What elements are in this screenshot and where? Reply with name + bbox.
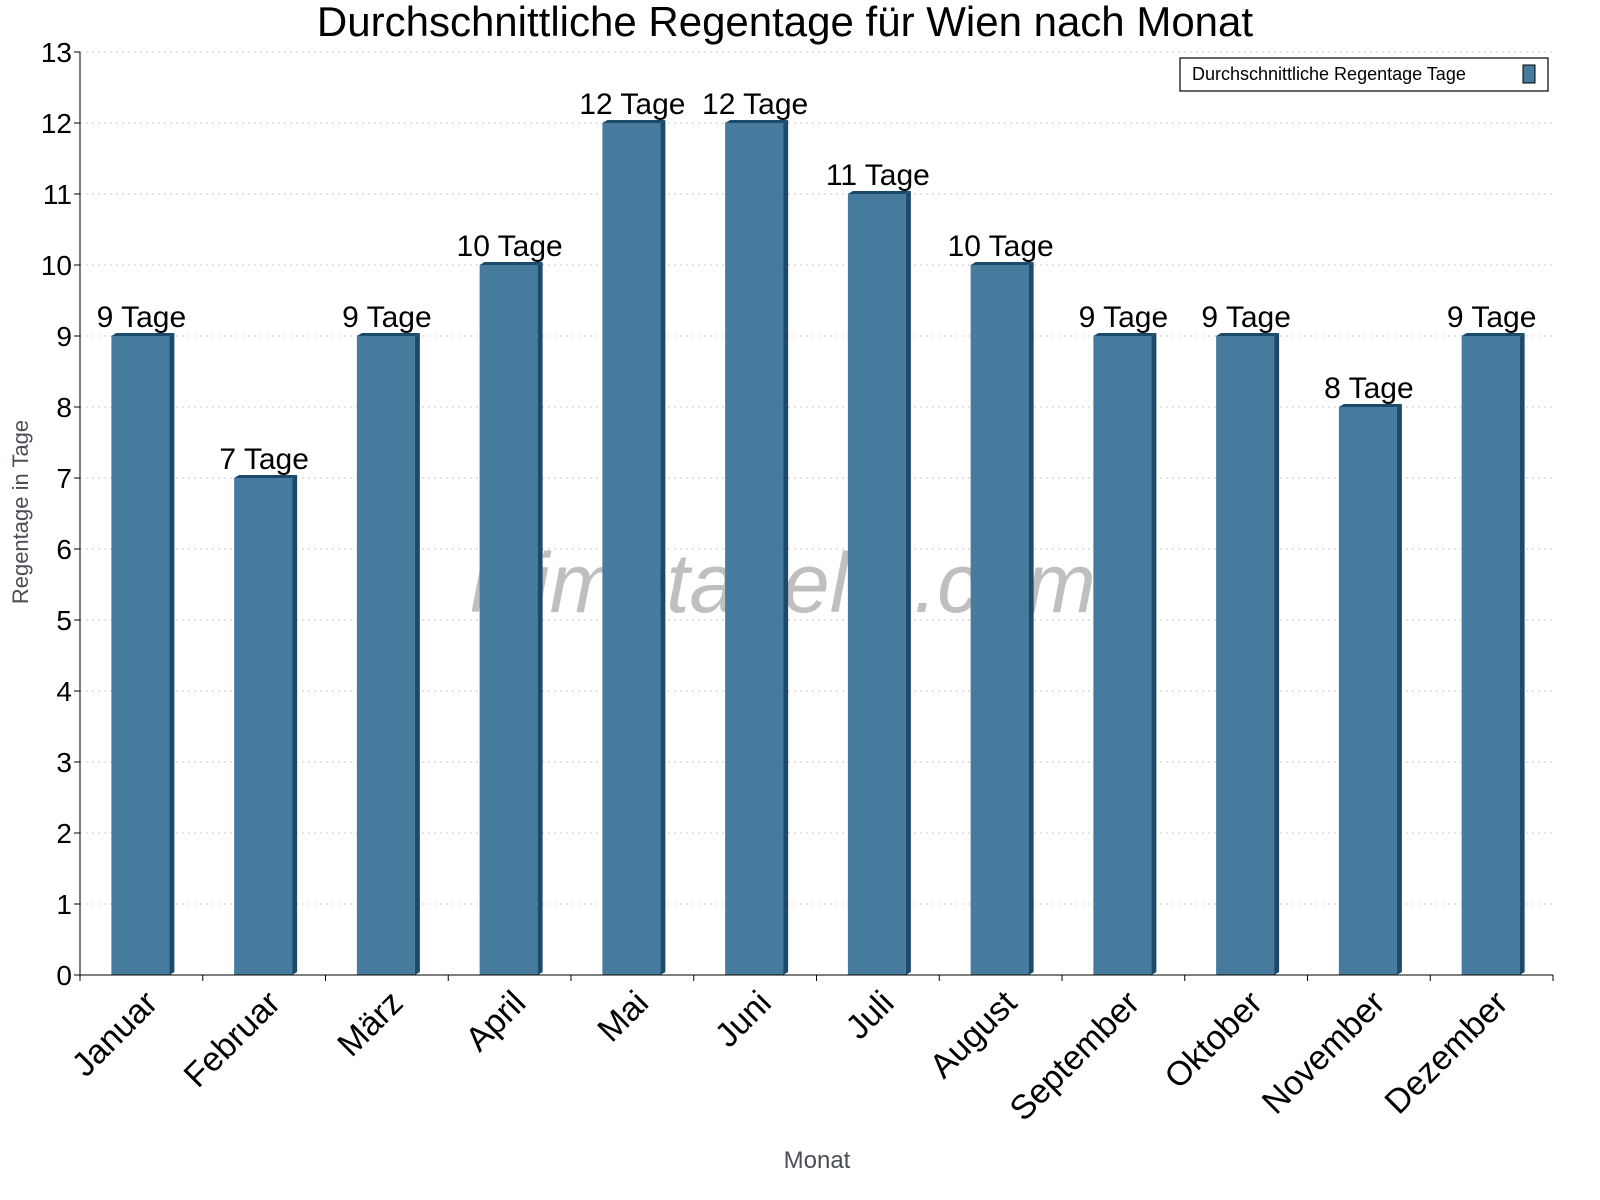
y-tick-label: 10 (41, 250, 72, 281)
bars: 9 Tage 7 Tage 9 Tage 10 Tage 12 Tage 12 Tage 1… (97, 88, 1537, 975)
data-label: 10 Tage (457, 230, 563, 263)
bar (725, 123, 784, 975)
bar-group: 11 Tage (826, 159, 930, 975)
bar-group: 10 Tage (457, 230, 563, 975)
legend-box (1179, 57, 1549, 92)
bar-top (847, 191, 911, 194)
bar (602, 123, 661, 975)
y-axis-label: Regentage in Tage (8, 420, 33, 604)
legend: Durchschnittliche Regentage Tage (1179, 57, 1549, 92)
y-tick-label: 11 (43, 179, 72, 210)
bar-group: 8 Tage (1324, 372, 1414, 975)
data-label: 9 Tage (97, 301, 187, 334)
data-label: 9 Tage (1447, 301, 1537, 334)
y-tick-label: 2 (56, 818, 72, 849)
bar (234, 478, 293, 975)
bar-group: 10 Tage (948, 230, 1054, 975)
bar-top (602, 120, 666, 123)
x-tick-label: Juli (839, 984, 902, 1047)
bar-side (169, 333, 175, 975)
bar-group: 9 Tage (342, 301, 432, 975)
bar-top (725, 120, 789, 123)
bar (479, 265, 538, 975)
x-tick-label: Mai (590, 984, 656, 1050)
data-label: 8 Tage (1324, 372, 1414, 405)
bar-side (1274, 333, 1280, 975)
data-label: 10 Tage (948, 230, 1054, 263)
x-tick-label: März (330, 984, 410, 1064)
bar-top (356, 333, 420, 336)
x-tick-label: August (923, 983, 1025, 1085)
bar (1338, 407, 1397, 975)
legend-label: Durchschnittliche Regentage Tage (1192, 64, 1466, 84)
bar-side (414, 333, 420, 975)
bar (970, 265, 1029, 975)
bar-top (479, 262, 543, 265)
x-tick-label: Juni (708, 984, 779, 1055)
bar-top (234, 475, 298, 478)
bar-group: 12 Tage (579, 88, 685, 975)
bar (1216, 336, 1275, 975)
y-tick-label: 8 (56, 392, 72, 423)
bar-side (1151, 333, 1157, 975)
bar-top (111, 333, 175, 336)
bar (1093, 336, 1152, 975)
bar-top (1216, 333, 1280, 336)
bar-group: 9 Tage (1447, 301, 1537, 975)
y-tick-label: 4 (56, 676, 72, 707)
x-tick-label: Januar (65, 984, 165, 1084)
bar-top (1338, 404, 1402, 407)
bar-side (783, 120, 789, 975)
x-tick-label: Oktober (1157, 984, 1269, 1096)
y-tick-label: 12 (41, 108, 72, 139)
bar-top (1461, 333, 1525, 336)
data-label: 12 Tage (579, 88, 685, 121)
bar-group: 9 Tage (1079, 301, 1169, 975)
bar-top (970, 262, 1034, 265)
legend-swatch (1522, 64, 1536, 84)
bar-group: 9 Tage (1201, 301, 1291, 975)
data-label: 9 Tage (1079, 301, 1169, 334)
data-label: 9 Tage (342, 301, 432, 334)
bar-side (292, 475, 298, 975)
bar-group: 12 Tage (702, 88, 808, 975)
bar-side (537, 262, 543, 975)
data-label: 7 Tage (219, 443, 309, 476)
data-label: 12 Tage (702, 88, 808, 121)
y-tick-label: 13 (41, 37, 72, 68)
bar-side (905, 191, 911, 975)
y-tick-label: 5 (56, 605, 72, 636)
bar-top (1093, 333, 1157, 336)
bar (111, 336, 170, 975)
bar-side (1396, 404, 1402, 975)
gridlines (80, 51, 1553, 905)
data-label: 9 Tage (1201, 301, 1291, 334)
x-axis-label: Monat (784, 1147, 851, 1174)
y-tick-label: 3 (56, 747, 72, 778)
bar (1461, 336, 1520, 975)
bar-side (1028, 262, 1034, 975)
y-tick-label: 6 (56, 534, 72, 565)
x-tick-label: September (1003, 984, 1147, 1128)
x-tick-label: April (458, 984, 533, 1059)
bar-side (660, 120, 666, 975)
x-tick-label: November (1255, 984, 1393, 1122)
bar (356, 336, 415, 975)
y-tick-label: 1 (56, 889, 72, 920)
y-tick-label: 9 (56, 321, 72, 352)
x-tick-label: Dezember (1378, 984, 1516, 1122)
bar-group: 7 Tage (219, 443, 309, 975)
chart-title: Durchschnittliche Regentage für Wien nac… (317, 0, 1253, 45)
y-tick-label: 7 (56, 463, 72, 494)
data-label: 11 Tage (826, 159, 930, 192)
y-tick-label: 0 (56, 960, 72, 991)
bar-group: 9 Tage (97, 301, 187, 975)
bar-side (1519, 333, 1525, 975)
bar (847, 194, 906, 975)
x-tick-label: Februar (177, 984, 288, 1095)
